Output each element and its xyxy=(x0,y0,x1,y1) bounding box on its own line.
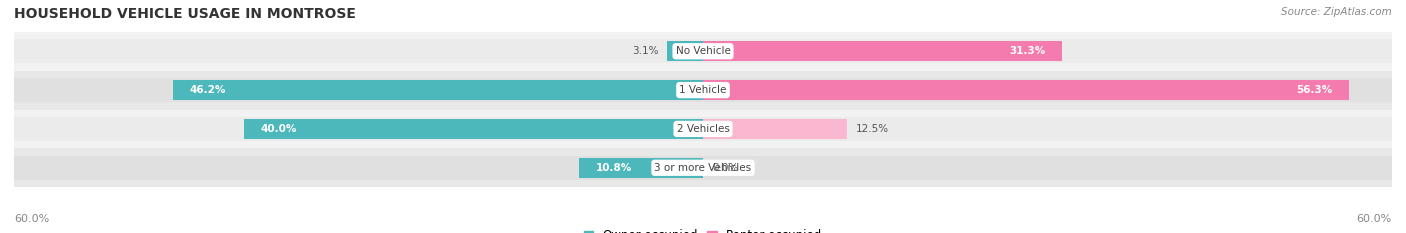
Text: No Vehicle: No Vehicle xyxy=(675,46,731,56)
Text: 60.0%: 60.0% xyxy=(14,214,49,224)
Bar xyxy=(14,148,1392,187)
Bar xyxy=(14,110,1392,148)
Bar xyxy=(14,71,1392,110)
Text: 12.5%: 12.5% xyxy=(856,124,889,134)
Text: 10.8%: 10.8% xyxy=(596,163,633,173)
Text: Source: ZipAtlas.com: Source: ZipAtlas.com xyxy=(1281,7,1392,17)
Text: 3 or more Vehicles: 3 or more Vehicles xyxy=(654,163,752,173)
Bar xyxy=(579,158,703,178)
Bar xyxy=(668,41,703,61)
Bar xyxy=(703,119,846,139)
Bar xyxy=(14,156,1392,180)
Bar xyxy=(703,80,1350,100)
Text: 1 Vehicle: 1 Vehicle xyxy=(679,85,727,95)
Bar xyxy=(703,41,1063,61)
Bar xyxy=(14,78,1392,102)
Text: 46.2%: 46.2% xyxy=(190,85,226,95)
Text: 40.0%: 40.0% xyxy=(262,124,297,134)
Text: 56.3%: 56.3% xyxy=(1296,85,1333,95)
Legend: Owner-occupied, Renter-occupied: Owner-occupied, Renter-occupied xyxy=(579,225,827,233)
Text: 2 Vehicles: 2 Vehicles xyxy=(676,124,730,134)
Bar xyxy=(14,117,1392,141)
Text: 0.0%: 0.0% xyxy=(713,163,738,173)
Bar xyxy=(14,39,1392,63)
Bar xyxy=(173,80,703,100)
Bar xyxy=(14,32,1392,71)
Text: HOUSEHOLD VEHICLE USAGE IN MONTROSE: HOUSEHOLD VEHICLE USAGE IN MONTROSE xyxy=(14,7,356,21)
Text: 3.1%: 3.1% xyxy=(631,46,658,56)
Text: 31.3%: 31.3% xyxy=(1010,46,1045,56)
Text: 60.0%: 60.0% xyxy=(1357,214,1392,224)
Bar xyxy=(243,119,703,139)
